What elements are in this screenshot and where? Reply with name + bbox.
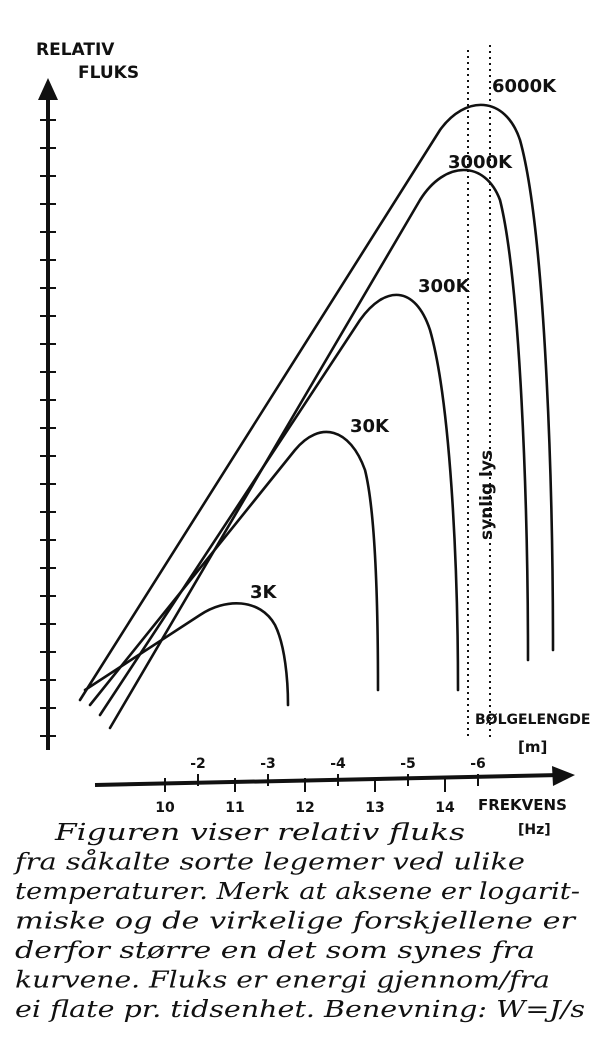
curve-label: 3000K <box>448 152 513 173</box>
wavelength-tick-label: -4 <box>330 756 346 772</box>
curve-300k <box>98 293 460 717</box>
caption-line: fra såkalte sorte legemer ved ulike <box>12 849 525 876</box>
wavelength-tick-label: -5 <box>400 756 416 772</box>
curve-label: 6000K <box>492 76 557 97</box>
frequency-tick-label: 12 <box>295 800 314 816</box>
curve-label: 300K <box>418 276 471 297</box>
wavelength-tick-label: -2 <box>190 756 206 772</box>
curve-label: 3K <box>250 582 278 603</box>
curve-30k <box>88 430 380 707</box>
wavelength-tick-label: -3 <box>260 756 276 772</box>
caption-line: ei flate pr. tidsenhet. Benevning: W=J/s <box>15 997 585 1023</box>
caption-line: kurvene. Fluks er energi gjennom/fra <box>15 968 550 994</box>
frequency-tick-label: 14 <box>435 800 455 816</box>
caption-line: Figuren viser relativ fluks <box>54 820 466 846</box>
wavelength-axis-unit: [m] <box>518 738 547 756</box>
visible-light-label: synlig lys <box>477 450 497 540</box>
frequency-axis-unit: [Hz] <box>518 822 551 838</box>
y-axis-label: FLUKS <box>78 63 139 83</box>
curve-label: 30K <box>350 416 390 437</box>
x-axis-arrow <box>552 766 575 786</box>
curve-3000k <box>108 168 530 730</box>
curve-6000k <box>78 103 555 702</box>
caption-line: temperaturer. Merk at aksene er logarit- <box>15 879 580 905</box>
wavelength-axis-label: BØLGELENGDE <box>475 712 590 728</box>
y-axis-arrow <box>38 78 58 100</box>
caption-line: derfor større en det som synes fra <box>15 938 535 964</box>
curve-3k <box>83 602 290 707</box>
caption-line: miske og de virkelige forskjellene er <box>15 909 578 935</box>
ticks: -2 -3 -4 -5 -6 10 11 12 13 14 <box>40 119 486 816</box>
wavelength-tick-label: -6 <box>470 756 486 772</box>
frequency-tick-label: 10 <box>155 800 175 816</box>
frequency-tick-label: 11 <box>225 800 244 816</box>
x-axis <box>94 773 561 787</box>
frequency-tick-label: 13 <box>365 800 384 816</box>
caption: Figuren viser relativ fluks fra såkalte s… <box>12 820 585 1023</box>
frequency-axis-label: FREKVENS <box>478 796 567 814</box>
y-axis-label: RELATIV <box>36 40 115 60</box>
